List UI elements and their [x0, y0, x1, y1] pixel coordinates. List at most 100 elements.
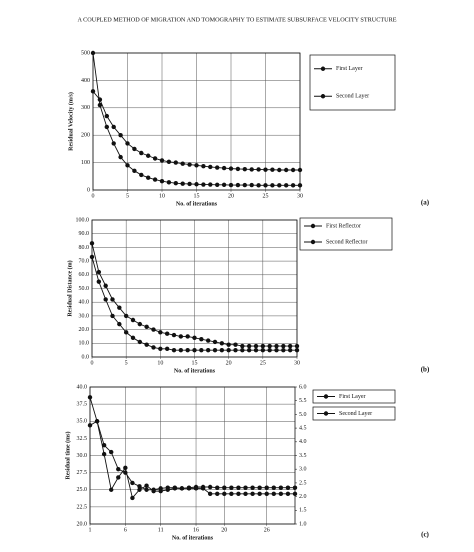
data-point: [233, 342, 238, 347]
legend-marker: [310, 239, 316, 245]
y-tick-label: 20.0: [79, 327, 90, 333]
y-tick-label: 30.0: [79, 313, 90, 319]
data-point: [253, 343, 259, 349]
data-point: [263, 167, 268, 172]
data-point: [205, 347, 211, 353]
data-point: [263, 183, 268, 188]
y-tick-label: 27.5: [77, 470, 88, 476]
y-tick-label: 60.0: [79, 272, 90, 278]
data-point: [236, 491, 241, 497]
x-tick-label: 15: [194, 193, 200, 199]
data-point: [118, 133, 123, 138]
data-point: [278, 485, 284, 490]
data-point: [137, 339, 143, 345]
data-point: [187, 181, 192, 187]
x-tick-label: 10: [159, 193, 165, 199]
data-point: [109, 487, 114, 492]
y-tick-label: 100: [81, 160, 90, 166]
data-point: [240, 347, 245, 353]
data-point: [171, 332, 177, 338]
y-tick-label: 0.0: [82, 354, 90, 360]
panel-label: (c): [421, 531, 429, 539]
data-point: [87, 423, 93, 428]
y-tick-label: 37.5: [77, 402, 88, 408]
data-point: [242, 166, 247, 172]
data-point: [123, 465, 128, 471]
legend-box: [312, 389, 396, 404]
data-point: [222, 491, 227, 497]
data-point: [257, 491, 262, 497]
data-point: [212, 339, 218, 345]
data-point: [137, 484, 142, 489]
data-point: [125, 163, 130, 168]
legend-box: [309, 54, 396, 111]
data-point: [159, 179, 165, 184]
data-point: [178, 334, 184, 339]
data-point: [110, 297, 115, 302]
data-point: [132, 146, 137, 152]
data-point: [290, 183, 296, 188]
x-tick-label: 20: [228, 193, 234, 199]
data-point: [240, 343, 245, 349]
y-tick-label: 10.0: [79, 341, 90, 347]
y-tick-label: 200: [81, 133, 90, 139]
legend-marker: [310, 223, 316, 229]
data-point: [285, 491, 291, 497]
data-point: [274, 343, 279, 349]
plot-frame: [89, 386, 296, 525]
y-tick-label: 500: [81, 50, 90, 56]
data-point: [246, 347, 252, 353]
y2-tick-label: 4.0: [299, 439, 307, 445]
data-point: [200, 486, 206, 491]
data-point: [164, 346, 170, 351]
y2-tick-label: 1.0: [299, 521, 307, 527]
data-point: [116, 467, 121, 472]
data-point: [118, 154, 123, 160]
data-point: [144, 342, 149, 347]
x-axis-label: No. of iterations: [176, 201, 218, 207]
data-point: [229, 485, 234, 490]
data-point: [194, 182, 199, 187]
x-tick-label: 0: [91, 360, 94, 366]
legend-label: Second Reflector: [326, 238, 367, 245]
data-point: [228, 182, 234, 188]
data-point: [164, 331, 170, 336]
data-point: [180, 161, 185, 166]
data-point: [264, 491, 269, 497]
y-tick-label: 35.0: [77, 419, 88, 425]
plot-frame: [91, 219, 298, 358]
legend-box: [312, 406, 396, 421]
data-point: [144, 487, 149, 492]
data-point: [101, 443, 107, 448]
y-tick-label: 40.0: [77, 384, 88, 390]
y-axis-label: Residual Distance (m): [66, 260, 73, 316]
data-point: [267, 347, 272, 353]
data-point: [226, 342, 231, 347]
data-point: [281, 343, 286, 349]
data-point: [130, 495, 135, 501]
x-tick-label: 10: [157, 360, 163, 366]
data-point: [116, 475, 121, 480]
data-point: [109, 449, 114, 455]
y-tick-label: 400: [81, 78, 90, 84]
data-point: [243, 491, 248, 497]
panel-label: (a): [421, 199, 430, 207]
data-point: [219, 347, 225, 353]
y-tick-label: 22.5: [77, 504, 88, 510]
data-point: [249, 182, 254, 188]
data-point: [256, 167, 261, 172]
y2-tick-label: 3.0: [299, 467, 307, 473]
x-tick-label: 30: [297, 193, 303, 199]
data-point: [287, 347, 293, 353]
data-point: [103, 297, 108, 302]
data-point: [192, 347, 197, 353]
data-point: [221, 165, 227, 171]
y-tick-label: 25.0: [77, 487, 88, 493]
data-point: [270, 167, 275, 172]
plot-frame: [92, 52, 301, 191]
data-point: [111, 124, 116, 130]
data-point: [249, 167, 254, 172]
data-point: [166, 159, 172, 164]
y-tick-label: 20.0: [77, 521, 88, 527]
data-point: [250, 485, 255, 490]
